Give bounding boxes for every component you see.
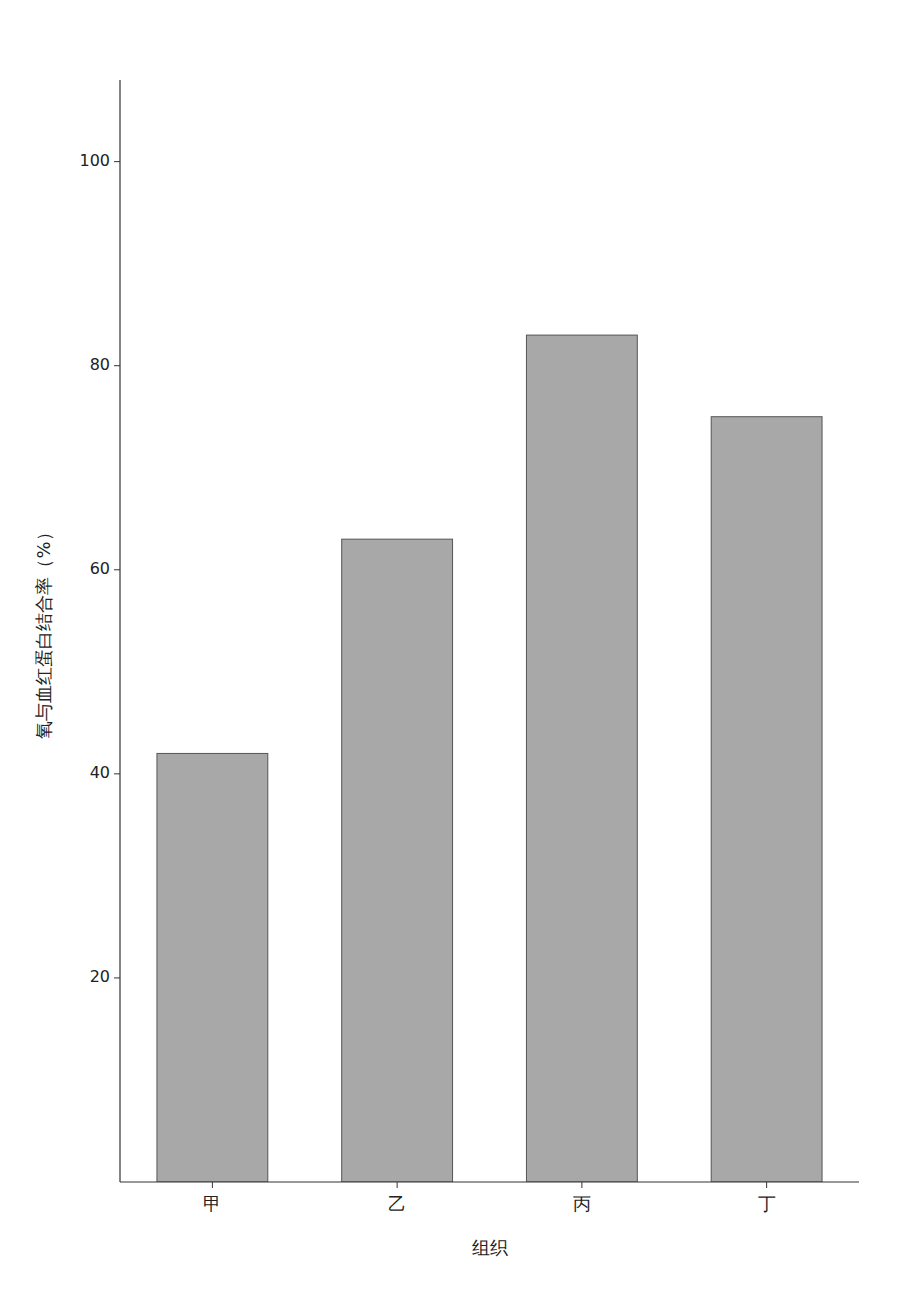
bar <box>342 539 453 1182</box>
chart: 20 40 60 80 100 甲 乙 丙 丁组织 氧与血红蛋白结合率（%） <box>0 0 919 1302</box>
y-axis-line <box>119 80 120 1182</box>
x-tick <box>397 1182 398 1188</box>
x-tick-label: 丁 <box>758 1193 776 1214</box>
x-tick <box>766 1182 767 1188</box>
x-tick <box>581 1182 582 1188</box>
y-tick-label: 40 <box>90 763 110 782</box>
bar <box>157 753 268 1182</box>
y-tick-label: 20 <box>90 967 110 986</box>
y-tick <box>114 773 120 774</box>
y-tick <box>114 365 120 366</box>
x-tick <box>212 1182 213 1188</box>
x-tick-label: 乙 <box>388 1193 406 1214</box>
bar <box>526 335 637 1182</box>
x-axis-line <box>120 1181 859 1182</box>
x-axis-label: 组织 <box>472 1237 508 1258</box>
y-tick <box>114 569 120 570</box>
y-tick-label: 60 <box>90 559 110 578</box>
y-tick <box>114 977 120 978</box>
y-tick-label: 80 <box>90 355 110 374</box>
axes: 20 40 60 80 100 甲 乙 丙 丁 <box>79 80 859 1214</box>
chart-container: 20 40 60 80 100 甲 乙 丙 丁组织 氧与血红蛋白结合率（%） <box>0 0 919 1302</box>
y-tick <box>114 161 120 162</box>
bars <box>157 335 822 1182</box>
x-tick-label: 甲 <box>203 1193 221 1214</box>
bar <box>711 417 822 1182</box>
x-tick-label: 丙 <box>573 1193 591 1214</box>
y-tick-label: 100 <box>79 151 110 170</box>
y-axis-label: 氧与血红蛋白结合率（%） <box>33 523 54 738</box>
